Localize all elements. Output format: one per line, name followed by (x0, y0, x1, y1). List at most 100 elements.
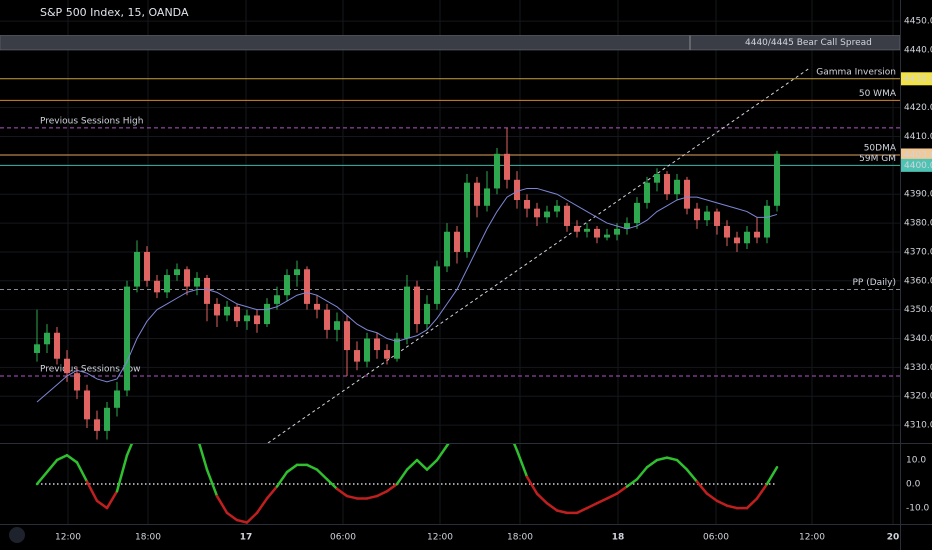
candle-body (64, 358, 70, 374)
candle-body (704, 211, 710, 221)
y-tick-label: 4410.0 (904, 132, 932, 142)
candle-body (44, 332, 50, 345)
oscillator-pane (35, 417, 779, 524)
candle-body (224, 306, 230, 316)
x-tick-label: 06:00 (330, 533, 356, 543)
oscillator-segment (705, 492, 719, 503)
y-tick-label: 4440.0 (904, 45, 932, 55)
candle-body (154, 280, 160, 293)
level-label: 50DMA (864, 143, 897, 153)
candle-body (434, 266, 440, 304)
candle-body (424, 303, 430, 325)
oscillator-segment (605, 492, 619, 500)
oscillator-segment (198, 444, 209, 471)
level-label: Gamma Inversion (816, 67, 896, 77)
oscillator-segment (265, 485, 279, 500)
x-tick-label: 17 (240, 533, 253, 543)
y-tick-label: 4390.0 (904, 190, 932, 200)
oscillator-segment (645, 458, 659, 469)
candle-body (774, 153, 780, 206)
candle-body (734, 237, 740, 244)
candle-body (724, 225, 730, 238)
level-label: Previous Sessions High (40, 116, 143, 126)
axes: 12:00 18:00 17 06:00 12:00 18:00 18 06:00 12:00 2… (55, 17, 932, 543)
candle-body (634, 202, 640, 224)
oscillator-segment (305, 463, 319, 471)
oscillator-segment (435, 444, 449, 462)
candle-body (304, 269, 310, 304)
oscillator-segment (635, 466, 649, 481)
oscillator-segment (187, 431, 197, 436)
candle-body (164, 275, 170, 293)
oscillator-segment (65, 453, 79, 464)
candle-body (674, 179, 680, 195)
oscillator-segment (685, 468, 699, 483)
oscillator-segment (315, 468, 329, 481)
x-tick-label: 12:00 (799, 533, 825, 543)
chart-title: S&P 500 Index, 15, OANDA (40, 6, 189, 19)
trendline (267, 67, 811, 443)
candle-body (84, 390, 90, 420)
candle-body (34, 344, 40, 353)
oscillator-segment (255, 497, 269, 515)
candle-body (504, 153, 510, 180)
candle-body (764, 205, 770, 238)
y-tick-label: 10.0 (906, 456, 926, 466)
y-tick-label: -10.0 (906, 504, 930, 514)
level-label: 59M GM (859, 154, 896, 164)
candle-body (414, 286, 420, 325)
level-label: 50 WMA (859, 89, 897, 99)
candle-body (464, 182, 470, 252)
oscillator-segment (415, 458, 429, 471)
oscillator-segment (615, 485, 629, 495)
oscillator-segment (177, 426, 187, 431)
y-tick-label: 4380.0 (904, 219, 932, 229)
oscillator-segment (245, 511, 259, 524)
candle-body (644, 182, 650, 203)
oscillator-segment (467, 417, 477, 422)
price-tag-label: 4403.6 (904, 150, 932, 160)
y-tick-label: 4370.0 (904, 247, 932, 257)
y-tick-label: 4450.0 (904, 17, 932, 27)
oscillator-segment (525, 475, 539, 495)
y-tick-label: 4320.0 (904, 392, 932, 402)
oscillator-segment (555, 509, 569, 515)
y-tick-label: 4360.0 (904, 276, 932, 286)
candle-body (144, 251, 150, 281)
candle-body (654, 174, 660, 183)
candle-body (124, 286, 130, 391)
price-tag (901, 148, 932, 162)
oscillator-segment (375, 490, 389, 498)
oscillator-segment (405, 458, 419, 471)
settings-icon[interactable] (9, 527, 25, 543)
candle-body (594, 228, 600, 238)
oscillator-segment (115, 453, 129, 493)
oscillator-segment (75, 461, 89, 483)
y-tick-label: 4330.0 (904, 363, 932, 373)
oscillator-segment (535, 492, 549, 505)
y-tick-label: 4420.0 (904, 103, 932, 113)
oscillator-segment (205, 468, 219, 498)
oscillator-segment (595, 497, 609, 505)
candle-body (134, 251, 140, 287)
candle-body (334, 321, 340, 330)
oscillator-segment (425, 458, 439, 471)
candle-body (624, 223, 630, 229)
price-tag-label: 4400.0 (904, 161, 932, 171)
candle-body (664, 174, 670, 195)
x-tick-label: 18:00 (135, 533, 161, 543)
oscillator-segment (85, 480, 99, 503)
candle-body (244, 315, 250, 322)
oscillator-segment (125, 444, 134, 457)
candle-body (584, 228, 590, 232)
oscillator-segment (665, 456, 679, 462)
band (0, 35, 900, 51)
oscillator-segment (235, 518, 249, 524)
oscillator-segment (385, 482, 399, 493)
price-tag-label: 4430.0 (904, 74, 932, 84)
oscillator-segment (545, 502, 559, 512)
oscillator-segment (275, 470, 289, 488)
candle-body (514, 179, 520, 200)
